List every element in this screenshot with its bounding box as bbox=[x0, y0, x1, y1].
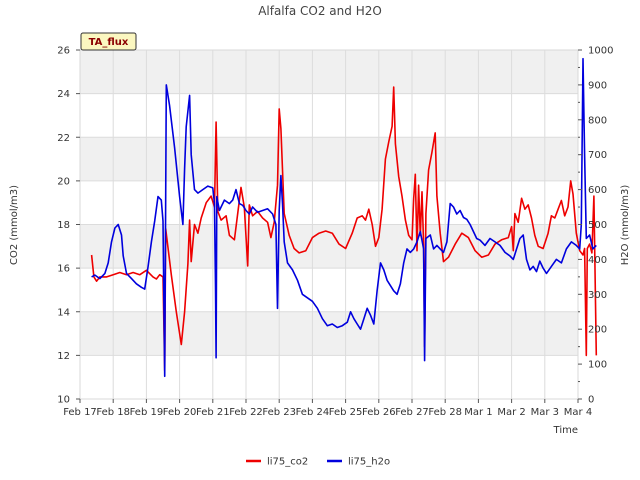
left-tick-label: 26 bbox=[57, 46, 70, 57]
background-band bbox=[80, 50, 578, 94]
x-tick-label: Feb 28 bbox=[428, 407, 462, 418]
right-tick-label: 200 bbox=[588, 325, 607, 336]
right-tick-label: 100 bbox=[588, 360, 607, 371]
left-tick-label: 18 bbox=[57, 220, 70, 231]
x-axis-title: Time bbox=[553, 425, 578, 436]
x-tick-label: Feb 17 bbox=[63, 407, 97, 418]
right-tick-label: 900 bbox=[588, 80, 607, 91]
right-tick-label: 700 bbox=[588, 150, 607, 161]
x-tick-label: Feb 26 bbox=[362, 407, 396, 418]
legend-item-li75_co2: li75_co2 bbox=[246, 457, 308, 468]
right-tick-label: 300 bbox=[588, 290, 607, 301]
x-tick-label: Feb 25 bbox=[329, 407, 363, 418]
left-tick-label: 22 bbox=[57, 133, 70, 144]
right-tick-label: 800 bbox=[588, 115, 607, 126]
right-tick-label: 0 bbox=[588, 395, 594, 406]
left-tick-label: 16 bbox=[57, 264, 70, 275]
left-axis-title: CO2 (mmol/m3) bbox=[9, 185, 20, 265]
x-tick-label: Feb 27 bbox=[395, 407, 429, 418]
badge-box bbox=[80, 32, 137, 51]
x-tick-label: Feb 20 bbox=[163, 407, 197, 418]
background-band bbox=[80, 137, 578, 181]
legend-label: li75_co2 bbox=[267, 457, 308, 468]
x-tick-label: Mar 1 bbox=[464, 407, 492, 418]
left-axis-ticks: 10 12 14 16 18 20 22 24 26 bbox=[57, 46, 80, 406]
right-tick-label: 1000 bbox=[588, 46, 613, 57]
left-tick-label: 20 bbox=[57, 176, 70, 187]
series-line-li75_h2o bbox=[91, 57, 597, 378]
badge-label: TA_flux bbox=[89, 37, 129, 48]
x-tick-label: Feb 18 bbox=[96, 407, 130, 418]
right-tick-label: 400 bbox=[588, 255, 607, 266]
left-tick-label: 24 bbox=[57, 89, 70, 100]
left-tick-label: 14 bbox=[57, 307, 70, 318]
legend-item-li75_h2o: li75_h2o bbox=[327, 457, 390, 468]
x-tick-label: Feb 19 bbox=[130, 407, 164, 418]
background-band bbox=[80, 224, 578, 269]
x-tick-label: Mar 3 bbox=[531, 407, 559, 418]
background-band bbox=[80, 311, 578, 356]
ta-flux-badge: TA_flux bbox=[80, 32, 137, 51]
x-tick-label: Feb 23 bbox=[262, 407, 296, 418]
x-tick-label: Feb 21 bbox=[196, 407, 230, 418]
right-tick-label: 600 bbox=[588, 185, 607, 196]
right-tick-label: 500 bbox=[588, 220, 607, 231]
series-layer bbox=[90, 57, 598, 378]
chart-title: Alfalfa CO2 and H2O bbox=[258, 4, 382, 18]
x-tick-label: Mar 2 bbox=[497, 407, 525, 418]
left-tick-label: 12 bbox=[57, 351, 70, 362]
legend: li75_co2 li75_h2o bbox=[246, 457, 390, 468]
right-axis-ticks: 0 100 200 300 400 500 600 700 800 900 1000 bbox=[578, 46, 613, 406]
legend-label: li75_h2o bbox=[348, 457, 390, 468]
x-axis-ticks: Feb 17 Feb 18 Feb 19 Feb 20 Feb 21 Feb 22 Feb … bbox=[63, 399, 592, 418]
x-tick-label: Feb 24 bbox=[296, 407, 330, 418]
left-tick-label: 10 bbox=[57, 395, 70, 406]
right-axis-title: H2O (mmol/m3) bbox=[620, 185, 631, 266]
series-line-li75_co2 bbox=[90, 86, 598, 372]
x-tick-label: Mar 4 bbox=[564, 407, 592, 418]
x-tick-label: Feb 22 bbox=[229, 407, 263, 418]
